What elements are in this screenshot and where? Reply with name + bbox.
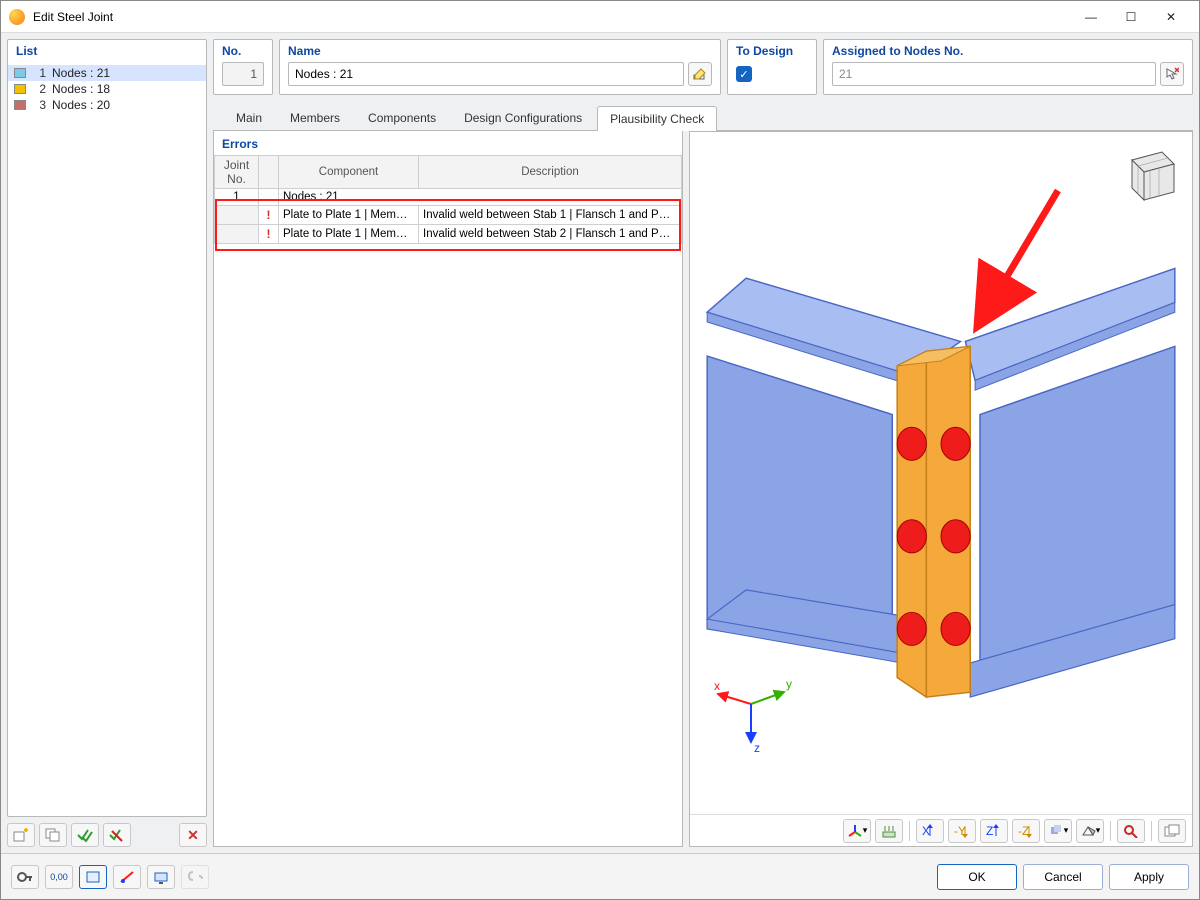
- errors-panel: Errors Joint No. Component Description: [213, 131, 683, 847]
- axis-triad: x y z: [706, 664, 796, 754]
- cancel-button[interactable]: Cancel: [1023, 864, 1103, 890]
- assigned-nodes-input[interactable]: 21: [832, 62, 1156, 86]
- joint-list[interactable]: 1 Nodes : 21 2 Nodes : 18 3 Nodes : 20: [8, 63, 206, 816]
- render-mode-button[interactable]: ▾: [1076, 819, 1104, 843]
- dialog-body: List 1 Nodes : 21 2 Nodes : 18 3 Nodes :…: [1, 33, 1199, 853]
- list-item-label: Nodes : 21: [52, 66, 110, 80]
- errors-table: Joint No. Component Description 1Nodes :…: [214, 155, 682, 244]
- delete-joint-button[interactable]: ✕: [179, 823, 207, 847]
- axis-toggle-button[interactable]: ▾: [843, 819, 871, 843]
- help-button[interactable]: [11, 865, 39, 889]
- svg-text:-Y: -Y: [954, 824, 966, 838]
- script-button: [181, 865, 209, 889]
- tab-components[interactable]: Components: [355, 105, 449, 130]
- svg-text:y: y: [786, 677, 792, 691]
- color-swatch: [14, 84, 26, 94]
- rename-button[interactable]: [688, 62, 712, 86]
- svg-text:x: x: [714, 679, 720, 693]
- color-swatch: [14, 68, 26, 78]
- dialog-footer: 0,00 OK Cancel Apply: [1, 853, 1199, 899]
- name-field-box: Name Nodes : 21: [279, 39, 721, 95]
- tab-design-configurations[interactable]: Design Configurations: [451, 105, 595, 130]
- zoom-fit-button[interactable]: [1117, 819, 1145, 843]
- svg-text:z: z: [754, 741, 760, 754]
- list-item-label: Nodes : 20: [52, 98, 110, 112]
- name-input[interactable]: Nodes : 21: [288, 62, 684, 86]
- view-z-button[interactable]: Z: [980, 819, 1008, 843]
- new-joint-button[interactable]: [7, 823, 35, 847]
- list-item[interactable]: 3 Nodes : 20: [8, 97, 206, 113]
- 3d-view-panel: x y z ▾ X -Y Z -Z ▾ ▾: [689, 131, 1193, 847]
- col-component[interactable]: Component: [279, 156, 419, 189]
- 3d-viewport[interactable]: x y z: [690, 132, 1192, 814]
- apply-button[interactable]: Apply: [1109, 864, 1189, 890]
- view-cube[interactable]: [1112, 140, 1182, 210]
- list-item-num: 3: [32, 98, 46, 112]
- pick-nodes-button[interactable]: [1160, 62, 1184, 86]
- name-label: Name: [288, 44, 712, 58]
- check-all-button[interactable]: [71, 823, 99, 847]
- maximize-button[interactable]: ☐: [1111, 1, 1151, 33]
- error-row[interactable]: !Plate to Plate 1 | Mem…Invalid weld bet…: [215, 225, 682, 244]
- delete-icon: ✕: [187, 827, 199, 844]
- no-value: 1: [222, 62, 264, 86]
- col-description[interactable]: Description: [419, 156, 682, 189]
- show-loads-button[interactable]: [875, 819, 903, 843]
- view-xyneg-button[interactable]: -Y: [948, 819, 976, 843]
- assigned-nodes-box: Assigned to Nodes No. 21: [823, 39, 1193, 95]
- list-item-num: 2: [32, 82, 46, 96]
- header-fields: No. 1 Name Nodes : 21 To Design ✓: [213, 39, 1193, 95]
- svg-text:-Z: -Z: [1018, 824, 1029, 838]
- edit-icon: [693, 67, 707, 81]
- tab-members[interactable]: Members: [277, 105, 353, 130]
- view-zneg-button[interactable]: -Z: [1012, 819, 1040, 843]
- copy-joint-button[interactable]: [39, 823, 67, 847]
- view-2d-button[interactable]: [79, 865, 107, 889]
- no-field-box: No. 1: [213, 39, 273, 95]
- no-label: No.: [222, 44, 264, 58]
- svg-text:X: X: [922, 824, 930, 838]
- pick-icon: [1165, 67, 1179, 81]
- joint-tabs: MainMembersComponentsDesign Configuratio…: [213, 105, 1193, 131]
- list-item-label: Nodes : 18: [52, 82, 110, 96]
- error-icon: !: [267, 208, 271, 222]
- to-design-box: To Design ✓: [727, 39, 817, 95]
- list-item[interactable]: 1 Nodes : 21: [8, 65, 206, 81]
- minimize-button[interactable]: —: [1071, 1, 1111, 33]
- list-item-num: 1: [32, 66, 46, 80]
- close-button[interactable]: ✕: [1151, 1, 1191, 33]
- tab-plausibility-check[interactable]: Plausibility Check: [597, 106, 717, 131]
- display-settings-button[interactable]: [147, 865, 175, 889]
- error-row[interactable]: !Plate to Plate 1 | Mem…Invalid weld bet…: [215, 206, 682, 225]
- color-swatch: [14, 100, 26, 110]
- list-header: List: [8, 40, 206, 63]
- col-icon[interactable]: [259, 156, 279, 189]
- window-title: Edit Steel Joint: [33, 10, 113, 24]
- ok-button[interactable]: OK: [937, 864, 1017, 890]
- list-item[interactable]: 2 Nodes : 18: [8, 81, 206, 97]
- errors-header: Errors: [214, 131, 682, 155]
- new-window-button[interactable]: [1158, 819, 1186, 843]
- error-group-row[interactable]: 1Nodes : 21: [215, 189, 682, 206]
- edit-steel-joint-window: Edit Steel Joint — ☐ ✕ List 1 Nodes : 21…: [0, 0, 1200, 900]
- view-iso-button[interactable]: ▾: [1044, 819, 1072, 843]
- titlebar: Edit Steel Joint — ☐ ✕: [1, 1, 1199, 33]
- to-design-label: To Design: [736, 44, 808, 58]
- tab-main[interactable]: Main: [223, 105, 275, 130]
- uncheck-all-button[interactable]: [103, 823, 131, 847]
- joint-list-panel: List 1 Nodes : 21 2 Nodes : 18 3 Nodes :…: [7, 39, 207, 847]
- svg-text:Z: Z: [986, 824, 993, 838]
- units-button[interactable]: 0,00: [45, 865, 73, 889]
- view-toolbar: ▾ X -Y Z -Z ▾ ▾: [690, 814, 1192, 846]
- app-icon: [9, 9, 25, 25]
- member-view-button[interactable]: [113, 865, 141, 889]
- list-toolbar: ✕: [7, 823, 207, 847]
- error-icon: !: [267, 227, 271, 241]
- to-design-checkbox[interactable]: ✓: [736, 66, 752, 82]
- assigned-nodes-label: Assigned to Nodes No.: [832, 44, 1184, 58]
- col-joint-no[interactable]: Joint No.: [215, 156, 259, 189]
- view-xy-button[interactable]: X: [916, 819, 944, 843]
- key-icon: [17, 870, 33, 884]
